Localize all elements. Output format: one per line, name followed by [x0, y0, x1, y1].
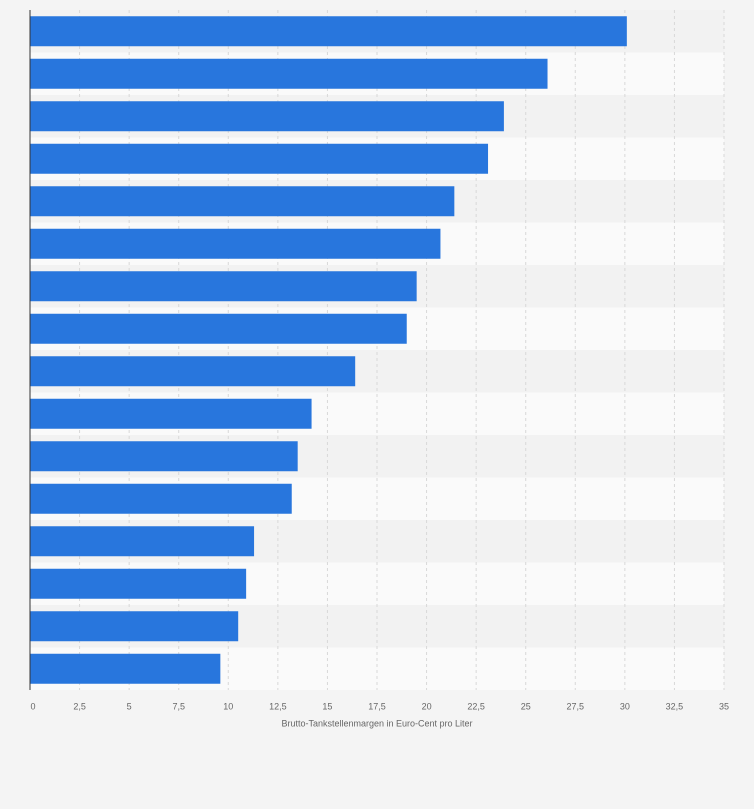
x-tick-label: 0 [30, 701, 35, 711]
bar [30, 101, 504, 132]
x-tick-label: 5 [127, 701, 132, 711]
x-tick-label: 2,5 [73, 701, 86, 711]
bar [30, 653, 221, 684]
x-tick-label: 30 [620, 701, 630, 711]
bar [30, 526, 255, 557]
x-tick-label: 20 [422, 701, 432, 711]
x-tick-label: 10 [223, 701, 233, 711]
bar [30, 568, 247, 599]
bar [30, 398, 312, 429]
bar [30, 16, 627, 47]
bar [30, 441, 298, 472]
bar [30, 483, 292, 514]
bar [30, 611, 239, 642]
x-tick-label: 7,5 [172, 701, 185, 711]
bar [30, 228, 441, 259]
bar [30, 58, 548, 89]
x-tick-label: 27,5 [567, 701, 585, 711]
bar [30, 186, 455, 217]
x-tick-label: 15 [322, 701, 332, 711]
x-tick-label: 12,5 [269, 701, 287, 711]
x-tick-label: 35 [719, 701, 729, 711]
x-tick-label: 25 [521, 701, 531, 711]
bar [30, 356, 356, 387]
bar [30, 143, 489, 174]
x-axis-title: Brutto-Tankstellenmargen in Euro-Cent pr… [281, 718, 472, 728]
x-tick-label: 32,5 [666, 701, 684, 711]
x-tick-label: 22,5 [467, 701, 485, 711]
bar [30, 271, 417, 302]
bar [30, 313, 407, 344]
x-tick-label: 17,5 [368, 701, 386, 711]
